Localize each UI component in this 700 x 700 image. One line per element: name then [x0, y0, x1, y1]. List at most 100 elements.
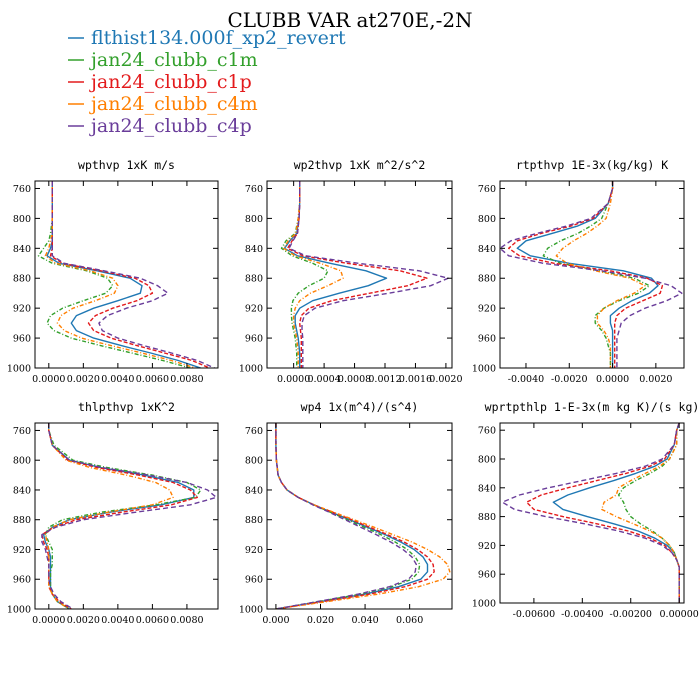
y-tick-label: 1000	[239, 364, 263, 375]
panel-4: thlpthvp 1xK^276080084088092096010000.00…	[7, 400, 219, 626]
y-tick-label: 840	[245, 485, 263, 496]
x-tick-label: -0.0040	[508, 374, 544, 385]
series-line	[283, 181, 344, 368]
y-tick-label: 840	[478, 483, 496, 494]
x-tick-label: 0.0000	[277, 374, 310, 385]
y-tick-label: 960	[478, 334, 496, 345]
y-tick-label: 840	[245, 244, 263, 255]
plot-frame	[499, 422, 685, 604]
x-tick-label: 0.0000	[596, 374, 629, 385]
panel-1: wpthvp 1xK m/s76080084088092096010000.00…	[7, 158, 219, 385]
plot-frame	[499, 180, 685, 369]
series-line	[275, 423, 435, 609]
y-tick-label: 960	[245, 334, 263, 345]
legend: flthist134.000f_xp2_revertjan24_clubb_c1…	[68, 27, 346, 137]
x-tick-label: 0.000	[262, 615, 289, 626]
x-tick-label: -0.00200	[609, 609, 652, 620]
x-tick-label: 0.0020	[67, 374, 100, 385]
legend-label: jan24_clubb_c1m	[89, 49, 258, 71]
x-tick-label: 0.0060	[136, 615, 169, 626]
y-tick-label: 920	[245, 545, 263, 556]
panel-title: wp2thvp 1xK m^2/s^2	[294, 158, 426, 172]
y-tick-label: 960	[478, 570, 496, 581]
y-tick-label: 1000	[7, 605, 31, 616]
series-line	[286, 181, 428, 368]
y-tick-label: 760	[478, 426, 496, 437]
y-tick-label: 880	[478, 274, 496, 285]
x-tick-label: 0.00000	[660, 609, 699, 620]
y-tick-label: 1000	[239, 605, 263, 616]
x-tick-label: 0.0020	[639, 374, 672, 385]
series-line	[283, 181, 388, 368]
panel-title: rtpthvp 1E-3x(kg/kg) K	[516, 158, 668, 172]
series-line	[37, 181, 191, 368]
x-tick-label: 0.0000	[32, 615, 65, 626]
y-tick-label: 800	[245, 214, 263, 225]
y-tick-label: 920	[13, 304, 31, 315]
x-tick-label: 0.0012	[368, 374, 401, 385]
y-tick-label: 800	[13, 456, 31, 467]
y-tick-label: 1000	[7, 364, 31, 375]
panel-5: wp4 1x(m^4)/(s^4)76080084088092096010000…	[239, 400, 453, 626]
x-tick-label: 0.0020	[429, 374, 462, 385]
series-line	[542, 181, 651, 368]
x-tick-label: 0.020	[307, 615, 334, 626]
x-tick-label: 0.0040	[101, 374, 134, 385]
panel-2: wp2thvp 1xK m^2/s^2 760 800 840 880 920 960 100…	[239, 158, 463, 385]
series-line	[49, 181, 210, 368]
x-tick-label: 0.0016	[399, 374, 432, 385]
series-line	[41, 423, 199, 609]
series-line	[280, 181, 329, 368]
panel-title: wp4 1x(m^4)/(s^4)	[301, 400, 419, 414]
legend-label: flthist134.000f_xp2_revert	[91, 27, 346, 49]
x-tick-label: 0.060	[396, 615, 423, 626]
y-tick-label: 880	[478, 512, 496, 523]
series-line	[525, 423, 680, 603]
panel-3: rtpthvp 1E-3x(kg/kg) K 760 800 840 880 920 960…	[472, 158, 685, 385]
x-tick-label: 0.0060	[136, 374, 169, 385]
x-tick-label: -0.00600	[513, 609, 556, 620]
y-tick-label: 760	[478, 184, 496, 195]
y-tick-label: 960	[13, 575, 31, 586]
series-line	[41, 423, 218, 609]
y-tick-label: 920	[478, 304, 496, 315]
series-line	[501, 423, 680, 603]
series-line	[601, 423, 680, 603]
y-tick-label: 760	[245, 426, 263, 437]
series-line	[44, 181, 196, 368]
legend-label: jan24_clubb_c1p	[89, 71, 252, 93]
series-line	[500, 181, 683, 368]
y-tick-label: 920	[13, 545, 31, 556]
y-tick-label: 880	[13, 274, 31, 285]
series-line	[275, 423, 421, 609]
series-line	[508, 181, 664, 368]
x-tick-label: 0.0000	[32, 374, 65, 385]
y-tick-label: 840	[13, 244, 31, 255]
legend-label: jan24_clubb_c4p	[89, 115, 252, 137]
series-line	[555, 181, 646, 368]
plot-frame	[34, 422, 219, 610]
series-line	[275, 423, 417, 609]
panel-title: wprtpthlp 1-E-3x(m kg K)/(s kg)	[485, 400, 700, 414]
y-tick-label: 880	[245, 515, 263, 526]
y-tick-label: 760	[245, 184, 263, 195]
y-tick-label: 760	[13, 184, 31, 195]
x-tick-label: 0.0040	[101, 615, 134, 626]
panel-title: thlpthvp 1xK^2	[78, 400, 175, 414]
x-tick-label: 0.0004	[307, 374, 340, 385]
x-tick-label: -0.0020	[551, 374, 587, 385]
y-tick-label: 1000	[472, 364, 496, 375]
x-tick-label: 0.0080	[170, 374, 203, 385]
series-line	[552, 423, 680, 603]
y-tick-label: 960	[245, 575, 263, 586]
y-tick-label: 920	[245, 304, 263, 315]
y-tick-label: 880	[245, 274, 263, 285]
y-tick-label: 840	[478, 244, 496, 255]
y-tick-label: 800	[478, 214, 496, 225]
y-tick-label: 840	[13, 485, 31, 496]
x-tick-label: -0.00400	[561, 609, 604, 620]
y-tick-label: 1000	[472, 599, 496, 610]
series-line	[288, 181, 449, 368]
series-line	[275, 423, 451, 609]
chart-panels: wpthvp 1xK m/s76080084088092096010000.00…	[7, 158, 700, 626]
